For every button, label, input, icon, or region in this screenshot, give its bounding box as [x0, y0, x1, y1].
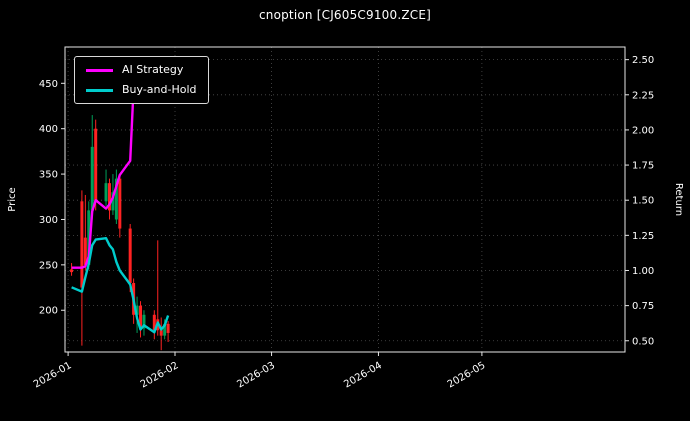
candle-body — [135, 305, 139, 315]
buy-and-hold-line-swatch — [86, 88, 113, 92]
candle-body — [114, 178, 118, 220]
price-tick-label: 400 — [39, 124, 58, 135]
candle-body — [139, 305, 143, 329]
legend-label-ai-strategy: AI Strategy — [122, 63, 184, 76]
candle-body — [80, 201, 84, 288]
price-tick-label: 200 — [39, 306, 58, 317]
legend-item-buy-and-hold: Buy-and-Hold — [86, 84, 197, 96]
plot-border — [64, 46, 626, 353]
date-tick-label: 2026-01 — [32, 360, 74, 390]
chart-title: cnoption [CJ605C9100.ZCE] — [258, 8, 432, 22]
candle-body — [142, 314, 146, 329]
date-tick-label: 2026-05 — [446, 360, 488, 390]
series-line-ai-strategy — [71, 60, 142, 269]
candle-body — [104, 183, 108, 202]
return-tick-label: 1.00 — [632, 266, 654, 277]
candle-body — [70, 269, 74, 273]
price-axis-label: Price — [7, 187, 18, 211]
candle-body — [83, 237, 87, 265]
candle-body — [87, 210, 91, 265]
date-tick-label: 2026-03 — [235, 360, 277, 390]
candle-body — [111, 192, 115, 211]
return-tick-label: 1.75 — [632, 161, 654, 172]
date-tick-label: 2026-02 — [139, 360, 181, 390]
legend: AI Strategy Buy-and-Hold — [74, 56, 209, 104]
candle-body — [163, 323, 167, 336]
price-tick-label: 350 — [39, 170, 58, 181]
candle-body — [90, 146, 94, 211]
return-tick-label: 1.50 — [632, 196, 654, 207]
series-line-buy-and-hold — [71, 236, 170, 334]
candle-body — [128, 228, 132, 284]
date-tick-label: 2026-04 — [342, 360, 384, 390]
legend-label-buy-and-hold: Buy-and-Hold — [122, 83, 197, 96]
ai-strategy-line-swatch — [86, 68, 113, 72]
candle-body — [159, 330, 163, 336]
return-tick-label: 2.00 — [632, 125, 654, 136]
legend-item-ai-strategy: AI Strategy — [86, 64, 197, 76]
candle-body — [94, 128, 98, 202]
return-tick-label: 2.25 — [632, 90, 654, 101]
return-axis-label: Return — [673, 183, 684, 216]
return-tick-label: 0.50 — [632, 336, 654, 347]
return-tick-label: 2.50 — [632, 55, 654, 66]
price-tick-label: 300 — [39, 215, 58, 226]
candle-body — [107, 183, 111, 211]
price-tick-label: 450 — [39, 79, 58, 90]
candle-body — [118, 178, 122, 229]
candle-body — [152, 314, 156, 331]
return-tick-label: 0.75 — [632, 301, 654, 312]
candle-body — [166, 323, 170, 333]
return-tick-label: 1.25 — [632, 231, 654, 242]
price-tick-label: 250 — [39, 260, 58, 271]
